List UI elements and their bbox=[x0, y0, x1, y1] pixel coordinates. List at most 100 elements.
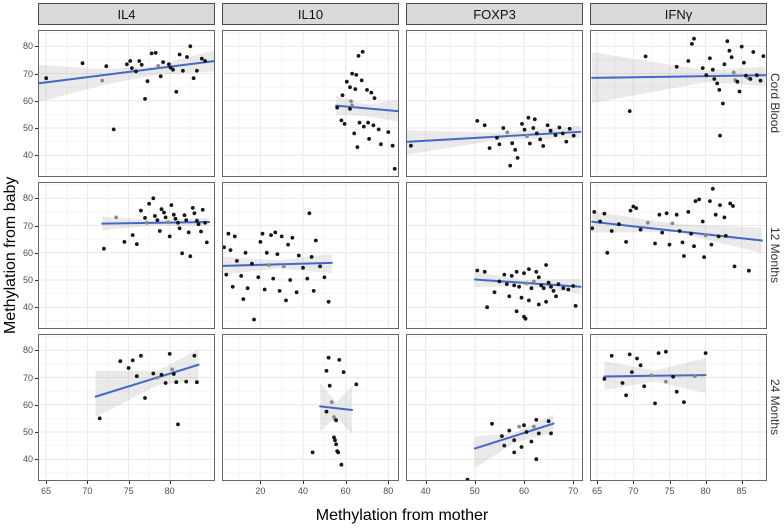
data-point bbox=[118, 359, 123, 364]
data-point bbox=[356, 54, 361, 58]
data-point bbox=[502, 443, 507, 448]
data-point bbox=[758, 78, 763, 83]
x-axis-tick bbox=[741, 481, 743, 484]
data-point bbox=[722, 215, 727, 220]
data-point bbox=[525, 134, 529, 139]
panel-IFNγ-24-Months bbox=[590, 334, 767, 481]
data-point bbox=[722, 62, 727, 67]
data-point bbox=[713, 212, 718, 217]
data-point bbox=[258, 240, 263, 244]
data-point bbox=[271, 276, 276, 281]
data-point bbox=[497, 142, 502, 147]
x-axis-tick-label: 20 bbox=[255, 486, 266, 496]
data-point bbox=[715, 81, 720, 86]
data-point bbox=[372, 96, 377, 100]
panel-IL4-12-Months bbox=[38, 182, 215, 329]
data-point bbox=[192, 353, 197, 358]
data-point bbox=[531, 126, 536, 130]
data-point bbox=[130, 233, 135, 237]
data-point bbox=[742, 60, 746, 65]
x-axis-tick-label: 75 bbox=[664, 486, 675, 496]
data-point bbox=[111, 127, 116, 132]
data-point bbox=[495, 135, 499, 140]
data-point bbox=[712, 77, 717, 81]
x-axis-tick bbox=[345, 481, 347, 484]
data-point bbox=[674, 389, 679, 394]
data-point bbox=[104, 64, 109, 69]
data-point bbox=[664, 379, 668, 384]
data-point bbox=[181, 68, 185, 73]
data-point bbox=[538, 137, 543, 142]
panel-IL4-Cord-Blood bbox=[38, 30, 215, 177]
data-point bbox=[232, 234, 237, 239]
data-point bbox=[751, 50, 756, 54]
data-point bbox=[376, 127, 381, 132]
data-point bbox=[290, 235, 295, 240]
data-point bbox=[704, 73, 709, 78]
data-point bbox=[203, 59, 208, 63]
data-point bbox=[230, 284, 235, 289]
data-point bbox=[199, 229, 203, 234]
confidence-band bbox=[592, 52, 766, 103]
data-point bbox=[143, 97, 147, 101]
data-point bbox=[667, 242, 672, 247]
y-axis-tick bbox=[35, 252, 38, 254]
data-point bbox=[353, 87, 358, 91]
y-axis-tick bbox=[35, 377, 38, 379]
data-point bbox=[567, 126, 572, 131]
x-axis-tick-label: 85 bbox=[736, 486, 747, 496]
data-point bbox=[674, 64, 679, 69]
data-point bbox=[485, 305, 489, 310]
data-point bbox=[500, 434, 504, 438]
data-point bbox=[703, 351, 708, 355]
data-point bbox=[627, 352, 632, 357]
data-point bbox=[195, 68, 199, 73]
x-axis-title: Methylation from mother bbox=[315, 507, 489, 524]
data-point bbox=[573, 304, 578, 308]
data-point bbox=[273, 230, 278, 235]
data-point bbox=[329, 400, 334, 404]
data-point bbox=[656, 351, 661, 355]
x-axis-tick bbox=[46, 481, 48, 484]
data-point bbox=[557, 125, 562, 130]
data-point bbox=[508, 163, 513, 168]
data-point bbox=[281, 264, 286, 269]
data-point bbox=[737, 89, 742, 94]
data-point bbox=[697, 197, 701, 202]
data-point bbox=[177, 52, 182, 57]
x-axis-tick-label: 70 bbox=[568, 486, 579, 496]
data-point bbox=[653, 241, 657, 246]
x-axis-tick-label: 80 bbox=[383, 486, 394, 496]
data-point bbox=[196, 222, 201, 227]
data-point bbox=[228, 248, 233, 252]
data-point bbox=[151, 196, 156, 201]
data-point bbox=[549, 431, 553, 436]
data-point bbox=[729, 55, 734, 60]
x-axis-tick-label: 70 bbox=[82, 486, 93, 496]
data-point bbox=[339, 462, 344, 467]
regression-line bbox=[38, 60, 215, 85]
x-axis-tick-label: 60 bbox=[518, 486, 530, 496]
data-point bbox=[392, 166, 397, 171]
data-point bbox=[512, 283, 517, 288]
data-point bbox=[482, 123, 487, 128]
data-point bbox=[334, 442, 338, 447]
data-point bbox=[649, 373, 654, 378]
y-axis-tick-label: 70 bbox=[22, 372, 33, 383]
data-point bbox=[617, 222, 621, 227]
facet-strip-foxp3-label: FOXP3 bbox=[473, 6, 516, 22]
data-point bbox=[147, 201, 151, 206]
data-point bbox=[159, 372, 164, 377]
data-point bbox=[195, 380, 199, 385]
data-point bbox=[322, 275, 327, 280]
x-axis-tick bbox=[474, 481, 476, 484]
data-point bbox=[224, 272, 229, 277]
data-point bbox=[184, 379, 189, 384]
data-point bbox=[723, 234, 728, 238]
panel-IL10-Cord-Blood bbox=[222, 30, 399, 177]
data-point bbox=[80, 61, 85, 66]
data-point bbox=[541, 144, 546, 148]
data-point bbox=[344, 79, 349, 84]
data-point bbox=[245, 286, 250, 291]
data-point bbox=[159, 207, 164, 212]
